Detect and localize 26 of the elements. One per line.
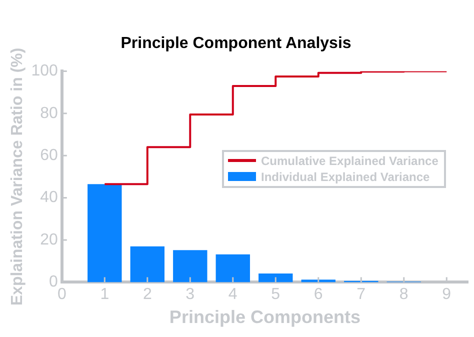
chart-title: Principle Component Analysis: [120, 35, 352, 52]
bar: [301, 280, 336, 282]
bar: [88, 184, 122, 282]
y-axis-title: Explaination Variance Ratio in (%): [9, 48, 26, 306]
bar: [130, 246, 164, 282]
x-tick-label: 2: [142, 286, 152, 304]
y-tick-label: 20: [40, 231, 58, 248]
x-tick-label: 8: [399, 286, 408, 304]
x-tick-label: 5: [271, 286, 280, 304]
y-tick-label: 100: [31, 62, 58, 80]
x-tick-label: 7: [356, 286, 366, 304]
x-tick-label: 4: [228, 286, 238, 304]
x-tick-label: 1: [100, 286, 110, 304]
bar: [216, 254, 250, 282]
y-tick-label: 0: [48, 274, 58, 291]
x-axis-title: Principle Components: [169, 307, 360, 328]
y-tick-label: 60: [40, 147, 58, 164]
legend-label: Cumulative Explained Variance: [261, 152, 438, 169]
bar: [173, 250, 208, 282]
x-tick-label: 3: [186, 286, 195, 304]
bar: [258, 274, 293, 282]
x-tick-label: 9: [442, 286, 452, 304]
y-tick-label: 80: [40, 104, 58, 122]
legend-label: Individual Explained Variance: [261, 168, 430, 185]
y-tick-label: 40: [40, 189, 58, 206]
x-tick-label: 6: [314, 286, 323, 304]
